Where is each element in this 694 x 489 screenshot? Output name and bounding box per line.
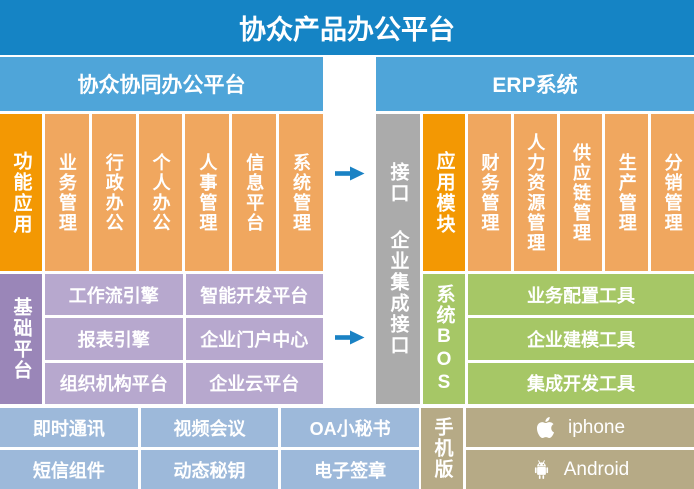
app-column-label: 信息平台 bbox=[244, 152, 265, 233]
tools-grid: 即时通讯 视频会议 OA小秘书 短信组件 动态秘钥 电子签章 bbox=[0, 408, 419, 489]
module-column-label: 生产管理 bbox=[616, 152, 637, 233]
app-column: 信息平台 bbox=[232, 114, 277, 271]
module-column: 生产管理 bbox=[605, 114, 649, 271]
module-column-label: 供应链管理 bbox=[570, 142, 591, 243]
mobile-rows: iphone bbox=[466, 408, 694, 489]
app-column: 行政办公 bbox=[91, 114, 136, 271]
module-column-label: 人力资源管理 bbox=[525, 132, 546, 253]
mobile-label: 手机版 bbox=[421, 408, 463, 489]
page-title: 协众产品办公平台 bbox=[0, 0, 694, 55]
base-cell: 组织机构平台 bbox=[45, 362, 183, 404]
app-column-label: 个人办公 bbox=[150, 152, 171, 233]
base-cell: 报表引擎 bbox=[45, 318, 183, 360]
system-bos-label-text: 系统BOS bbox=[433, 283, 455, 395]
base-platform-grid: 工作流引擎 智能开发平台 报表引擎 企业门户中心 组织机构平台 企业云平台 bbox=[45, 274, 323, 404]
app-column: 系统管理 bbox=[279, 114, 323, 271]
app-column: 人事管理 bbox=[185, 114, 230, 271]
bos-row: 业务配置工具 bbox=[468, 274, 694, 316]
erp-header: ERP系统 bbox=[376, 57, 694, 111]
app-modules-label: 应用模块 bbox=[423, 114, 465, 271]
module-column: 分销管理 bbox=[651, 114, 694, 271]
android-icon bbox=[531, 459, 552, 480]
apple-icon bbox=[535, 417, 556, 438]
base-cell: 企业门户中心 bbox=[185, 318, 323, 360]
mobile-row: Android bbox=[466, 450, 694, 489]
tool-cell: 电子签章 bbox=[281, 450, 419, 489]
tool-cell: 动态秘钥 bbox=[140, 450, 279, 489]
interface-bar: 接口 企业集成接口 bbox=[376, 114, 420, 404]
app-column-label: 人事管理 bbox=[197, 152, 218, 233]
base-platform-band: 基础平台 工作流引擎 智能开发平台 报表引擎 企业门户中心 组织机构平台 企业云… bbox=[0, 274, 323, 404]
mobile-platform-name: Android bbox=[563, 458, 630, 480]
system-bos-label: 系统BOS bbox=[423, 274, 465, 404]
function-apps-label: 功能应用 bbox=[0, 114, 42, 271]
right-arrow-icon bbox=[335, 330, 365, 345]
base-platform-label: 基础平台 bbox=[0, 274, 42, 404]
bos-row: 企业建模工具 bbox=[468, 318, 694, 360]
left-platform-header: 协众协同办公平台 bbox=[0, 57, 323, 111]
app-column: 个人办公 bbox=[138, 114, 183, 271]
mobile-band: 手机版 iphone bbox=[421, 408, 694, 489]
app-column-label: 系统管理 bbox=[291, 152, 312, 233]
tool-cell: 即时通讯 bbox=[0, 408, 138, 447]
tool-cell: OA小秘书 bbox=[281, 408, 419, 447]
module-column-label: 财务管理 bbox=[479, 152, 500, 233]
function-apps-band: 功能应用 业务管理 行政办公 个人办公 人事管理 信息平台 系统管理 bbox=[0, 114, 323, 271]
system-bos-band: 系统BOS 业务配置工具 企业建模工具 集成开发工具 bbox=[423, 274, 694, 404]
system-bos-rows: 业务配置工具 企业建模工具 集成开发工具 bbox=[468, 274, 694, 404]
base-cell: 企业云平台 bbox=[185, 362, 323, 404]
tool-cell: 短信组件 bbox=[0, 450, 138, 489]
mobile-platform-name: iphone bbox=[567, 416, 626, 438]
enterprise-integration-label: 企业集成接口 bbox=[387, 230, 409, 356]
module-column: 人力资源管理 bbox=[513, 114, 557, 271]
mobile-label-text: 手机版 bbox=[431, 417, 453, 480]
base-cell: 工作流引擎 bbox=[45, 274, 183, 316]
app-modules-band: 应用模块 财务管理 人力资源管理 供应链管理 生产管理 分销管理 bbox=[423, 114, 694, 271]
module-column: 财务管理 bbox=[468, 114, 511, 271]
app-column-label: 业务管理 bbox=[56, 152, 77, 233]
app-column: 业务管理 bbox=[45, 114, 89, 271]
module-column: 供应链管理 bbox=[559, 114, 603, 271]
bos-row: 集成开发工具 bbox=[468, 362, 694, 404]
right-arrow-icon bbox=[335, 166, 365, 181]
interface-label: 接口 bbox=[387, 162, 409, 204]
app-column-label: 行政办公 bbox=[103, 152, 124, 233]
tool-cell: 视频会议 bbox=[140, 408, 279, 447]
module-column-label: 分销管理 bbox=[662, 152, 683, 233]
app-modules-label-text: 应用模块 bbox=[433, 150, 455, 235]
base-platform-label-text: 基础平台 bbox=[10, 297, 32, 381]
function-apps-label-text: 功能应用 bbox=[10, 150, 32, 235]
mobile-row: iphone bbox=[466, 408, 694, 447]
base-cell: 智能开发平台 bbox=[185, 274, 323, 316]
